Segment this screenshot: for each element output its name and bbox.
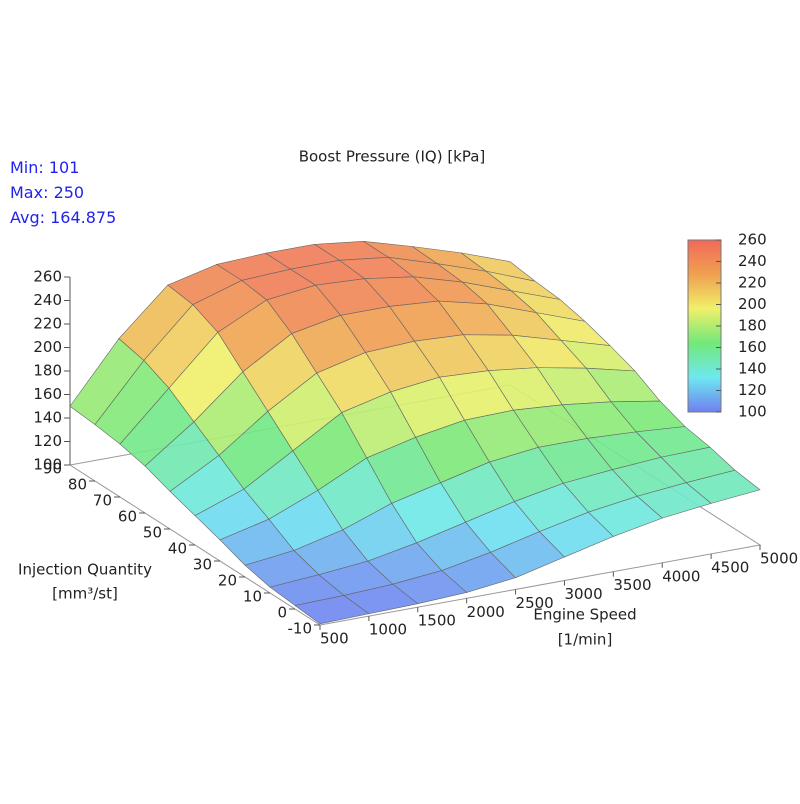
colorbar-tick-label: 160 bbox=[738, 338, 767, 356]
stat-value: 101 bbox=[49, 158, 80, 177]
z-tick-label: 160 bbox=[33, 385, 62, 403]
x-tick-label: 4500 bbox=[711, 558, 749, 576]
y-tick-label: 70 bbox=[93, 492, 112, 510]
stat-value: 250 bbox=[54, 183, 85, 202]
x-axis-title: Engine Speed bbox=[533, 606, 636, 624]
z-tick-label: 220 bbox=[33, 315, 62, 333]
x-tick-label: 2500 bbox=[516, 594, 554, 612]
x-tick-label: 3000 bbox=[564, 585, 602, 603]
y-tick-label: 40 bbox=[168, 540, 187, 558]
stat-label: Min: bbox=[10, 158, 44, 177]
y-tick-label: 90 bbox=[43, 460, 62, 478]
z-tick-label: 180 bbox=[33, 362, 62, 380]
y-tick-label: -10 bbox=[288, 620, 313, 638]
colorbar-tick-label: 200 bbox=[738, 295, 767, 313]
chart-title: Boost Pressure (IQ) [kPa] bbox=[299, 148, 486, 166]
colorbar-tick-label: 120 bbox=[738, 381, 767, 399]
y-tick-label: 60 bbox=[118, 508, 137, 526]
y-tick-label: 10 bbox=[243, 588, 262, 606]
stat: Min: 101 bbox=[10, 158, 79, 177]
colorbar-tick-label: 180 bbox=[738, 317, 767, 335]
colorbar-tick-label: 140 bbox=[738, 360, 767, 378]
stat-label: Max: bbox=[10, 183, 48, 202]
z-tick-label: 200 bbox=[33, 338, 62, 356]
x-tick-label: 1000 bbox=[369, 621, 407, 639]
colorbar-tick-label: 260 bbox=[738, 231, 767, 249]
x-tick-label: 2000 bbox=[467, 603, 505, 621]
y-axis-title: Injection Quantity bbox=[18, 561, 152, 579]
x-tick-label: 3500 bbox=[613, 576, 651, 594]
stat-value: 164.875 bbox=[50, 208, 116, 227]
stat: Max: 250 bbox=[10, 183, 84, 202]
z-tick-label: 260 bbox=[33, 268, 62, 286]
colorbar-tick-label: 240 bbox=[738, 252, 767, 270]
y-tick-label: 30 bbox=[193, 556, 212, 574]
z-tick-label: 100 bbox=[33, 456, 62, 474]
surface-cell bbox=[294, 595, 370, 625]
colorbar-tick-label: 220 bbox=[738, 274, 767, 292]
x-tick-label: 1500 bbox=[418, 612, 456, 630]
y-tick-label: 80 bbox=[68, 476, 87, 494]
y-axis-unit: [mm³/st] bbox=[52, 585, 118, 603]
colorbar bbox=[687, 239, 722, 413]
colorbar-tick-label: 100 bbox=[738, 403, 767, 421]
y-tick-label: 50 bbox=[143, 524, 162, 542]
z-tick-label: 120 bbox=[33, 432, 62, 450]
z-tick-label: 240 bbox=[33, 291, 62, 309]
stat-label: Avg: bbox=[10, 208, 45, 227]
x-axis-unit: [1/min] bbox=[558, 631, 613, 649]
x-tick-label: 4000 bbox=[662, 567, 700, 585]
x-tick-label: 5000 bbox=[760, 550, 798, 568]
x-tick-label: 500 bbox=[320, 630, 349, 648]
y-tick-label: 20 bbox=[218, 572, 237, 590]
y-tick-label: 0 bbox=[277, 604, 287, 622]
stat: Avg: 164.875 bbox=[10, 208, 116, 227]
z-tick-label: 140 bbox=[33, 409, 62, 427]
